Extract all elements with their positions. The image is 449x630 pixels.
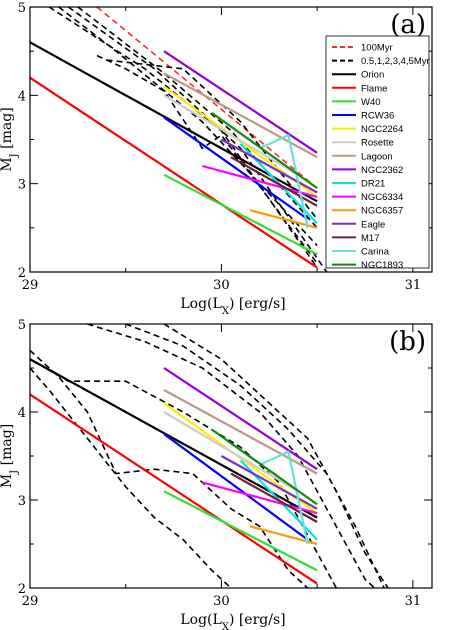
legend-entry-label: Eagle <box>361 219 385 230</box>
legend: 100Myr 0.5,1,2,3,4,5Myr Orion Flame W40 RCW36… <box>325 35 430 271</box>
legend-entry-label: Orion <box>361 70 384 81</box>
panel-label: (a) <box>390 10 426 40</box>
series-line-ngc2362 <box>163 367 318 471</box>
x-tick-label: 30 <box>213 594 230 609</box>
y-tick-label: 3 <box>18 178 26 193</box>
legend-entry-label: NGC2362 <box>361 165 403 176</box>
y-tick-label: 4 <box>18 406 26 421</box>
legend-entry-label: NGC6357 <box>361 206 403 217</box>
series-line-lagoon <box>163 389 318 475</box>
series-line-carina <box>259 450 309 545</box>
series-line-rcw36 <box>163 433 309 541</box>
y-axis-label: MJ [mag] <box>0 107 20 171</box>
series-line-w40 <box>163 173 318 256</box>
x-tick-label: 31 <box>405 278 422 293</box>
y-tick-label: 2 <box>18 266 26 281</box>
series-line-track-5 <box>125 324 385 588</box>
series-line-ngc6334 <box>202 164 318 198</box>
series-line-ngc2362 <box>163 50 318 154</box>
legend-entry-label: W40 <box>361 97 381 108</box>
series-line-flame <box>30 393 318 585</box>
legend-entry-label: Rosette <box>361 138 394 149</box>
series-line-rosette <box>163 411 299 493</box>
x-axis-label: Log(LX) [erg/s] <box>180 296 285 317</box>
legend-entry-label: 100Myr <box>361 43 393 54</box>
series-line-m17 <box>230 156 318 207</box>
y-tick-label: 2 <box>18 582 26 597</box>
series-line-lagoon <box>163 72 318 159</box>
x-axis-label: Log(LX) [erg/s] <box>180 612 285 630</box>
y-tick-label: 3 <box>18 494 26 509</box>
series-line-carina <box>259 134 309 229</box>
y-axis-label: MJ [mag] <box>0 424 20 488</box>
chart-panel-2: 29 30 31 2 3 4 5 Log(LX) [erg/s] MJ [mag] (b) <box>0 318 433 630</box>
legend-entry-label: Lagoon <box>361 151 393 162</box>
series-line-ngc1893 <box>211 428 318 506</box>
series-line-track-2 <box>48 7 318 269</box>
series-line-rcw36 <box>163 116 309 220</box>
series-line-track-3 <box>30 358 338 588</box>
series-line-ngc1893 <box>211 112 318 189</box>
legend-entry-label: DR21 <box>361 179 385 190</box>
series-line-track-3 <box>67 7 328 272</box>
x-tick-label: 29 <box>22 594 39 609</box>
series-line-eagle <box>220 138 318 194</box>
series-line-w40 <box>163 490 318 572</box>
y-tick-label: 4 <box>18 89 26 104</box>
series-line-eagle <box>220 455 318 510</box>
x-tick-label: 30 <box>213 278 230 293</box>
panel-label: (b) <box>389 327 426 357</box>
legend-entry-label: Flame <box>361 83 387 94</box>
series-line-m17 <box>230 472 318 523</box>
series-group <box>30 7 328 272</box>
series-group <box>30 324 389 588</box>
series-line-track-4 <box>77 7 318 229</box>
axis-ticks <box>29 323 432 589</box>
series-line-track-6 <box>163 324 389 588</box>
legend-entry-label: NGC2264 <box>361 124 403 135</box>
series-line-track-1 <box>30 367 232 588</box>
x-tick-label: 29 <box>22 278 39 293</box>
series-line-flame <box>30 76 318 269</box>
series-line-ngc6334 <box>202 481 318 515</box>
series-line-track-4 <box>87 324 376 588</box>
legend-entry-label: NGC6334 <box>361 192 403 203</box>
x-tick-label: 31 <box>405 594 422 609</box>
legend-entry-label: M17 <box>361 233 379 244</box>
legend-entry-label: RCW36 <box>361 111 394 122</box>
legend-entry-label: Carina <box>361 247 390 258</box>
legend-entry-label: 0.5,1,2,3,4,5Myr <box>361 56 430 67</box>
plot-frame <box>29 323 433 589</box>
legend-entry-label: NGC1893 <box>361 260 403 271</box>
y-tick-label: 5 <box>18 1 26 16</box>
series-line-rosette <box>163 94 299 176</box>
series-line-track-6 <box>96 54 318 264</box>
y-tick-label: 5 <box>18 318 26 333</box>
